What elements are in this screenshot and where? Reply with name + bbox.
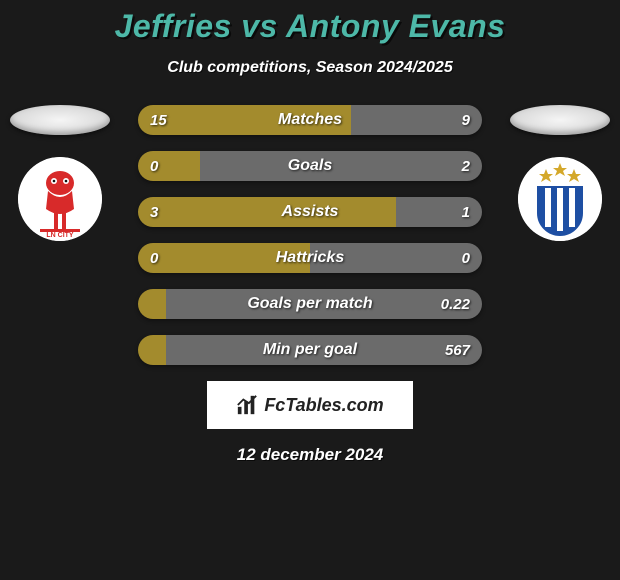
chart-icon	[236, 394, 258, 416]
subtitle: Club competitions, Season 2024/2025	[0, 59, 620, 77]
stat-row: Hattricks00	[138, 243, 482, 273]
title-player-left: Jeffries	[115, 8, 232, 44]
date-text: 12 december 2024	[0, 445, 620, 465]
stat-fill-right	[166, 289, 482, 319]
title-player-right: Antony Evans	[286, 8, 505, 44]
stat-row: Goals02	[138, 151, 482, 181]
team-crest-right	[518, 157, 602, 241]
team-crest-left-svg: LN CITY	[18, 157, 102, 241]
page-title: Jeffries vs Antony Evans	[0, 8, 620, 45]
stat-fill-left	[138, 197, 396, 227]
fctables-logo-text: FcTables.com	[264, 395, 383, 416]
stat-row: Assists31	[138, 197, 482, 227]
stat-fill-right	[200, 151, 482, 181]
fctables-logo[interactable]: FcTables.com	[207, 381, 413, 429]
player-column-left: LN CITY	[0, 105, 120, 241]
root: Jeffries vs Antony Evans Club competitio…	[0, 0, 620, 465]
stat-fill-left	[138, 105, 351, 135]
stat-row: Matches159	[138, 105, 482, 135]
stats-bars: Matches159 Goals02 Assists31 Hattricks00 Goa…	[138, 105, 482, 365]
player-headshot-right	[510, 105, 610, 135]
team-crest-left: LN CITY	[18, 157, 102, 241]
stat-fill-right	[166, 335, 482, 365]
title-vs: vs	[241, 8, 278, 44]
stat-fill-right	[310, 243, 482, 273]
stat-fill-left	[138, 151, 200, 181]
svg-text:LN CITY: LN CITY	[46, 232, 74, 239]
stat-fill-right	[396, 197, 482, 227]
stat-fill-left	[138, 243, 310, 273]
main: LN CITY	[0, 105, 620, 465]
stat-row: Goals per match0.22	[138, 289, 482, 319]
stat-row: Min per goal567	[138, 335, 482, 365]
stat-fill-right	[351, 105, 482, 135]
player-headshot-left	[10, 105, 110, 135]
player-column-right	[500, 105, 620, 241]
team-crest-right-svg	[518, 157, 602, 241]
stat-fill-left	[138, 335, 166, 365]
stat-fill-left	[138, 289, 166, 319]
